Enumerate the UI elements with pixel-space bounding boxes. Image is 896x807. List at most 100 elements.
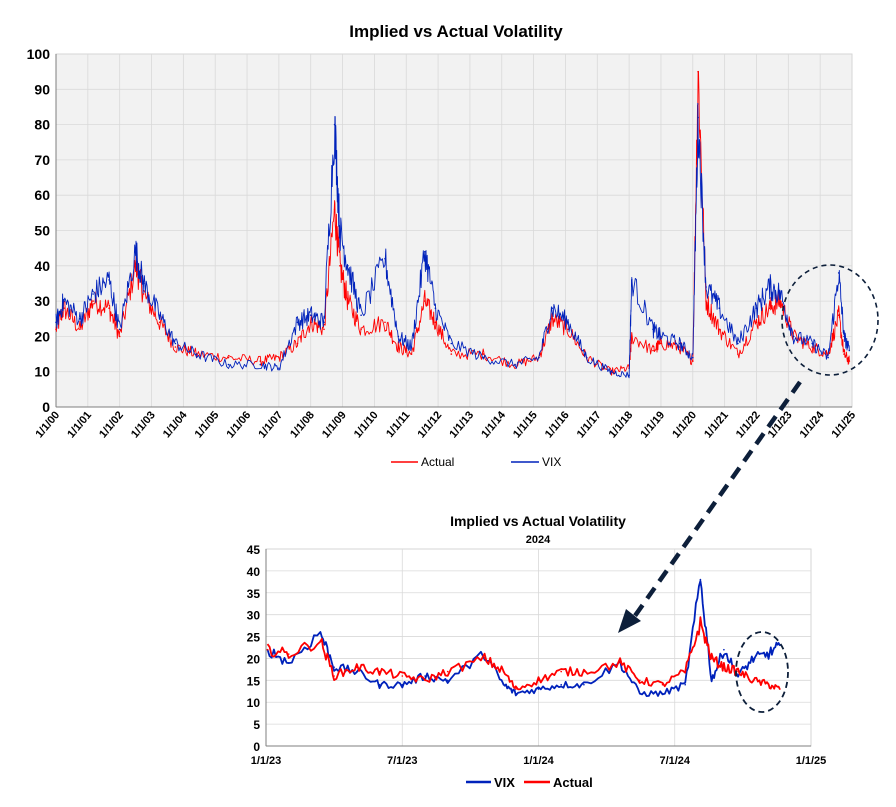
data-point-vix xyxy=(333,666,335,668)
data-point-actual xyxy=(118,335,121,338)
series-line-vix xyxy=(266,580,781,697)
legend-label-vix: VIX xyxy=(542,455,561,469)
x-tick-label: 1/1/19 xyxy=(638,409,667,440)
x-tick-label: 1/1/04 xyxy=(161,409,190,441)
data-point-actual xyxy=(661,683,664,686)
data-point-vix xyxy=(697,116,699,119)
data-point-actual xyxy=(450,353,453,355)
y-tick-label: 40 xyxy=(34,258,50,274)
data-point-vix xyxy=(678,342,681,345)
data-point-vix xyxy=(752,657,755,660)
data-point-vix xyxy=(410,346,413,348)
data-point-actual xyxy=(837,314,840,317)
data-point-vix xyxy=(118,328,121,331)
data-point-vix xyxy=(450,342,453,345)
data-point-actual xyxy=(619,662,621,664)
data-point-actual xyxy=(319,640,322,642)
x-tick-label: 7/1/24 xyxy=(659,755,690,767)
data-point-vix xyxy=(639,692,641,695)
x-tick-label: 1/1/24 xyxy=(798,409,827,441)
data-point-vix xyxy=(296,321,299,324)
data-point-vix xyxy=(92,293,94,295)
data-point-vix xyxy=(583,683,585,686)
zoom-legend-label-actual: Actual xyxy=(553,775,593,790)
y-tick-label: 100 xyxy=(27,46,51,62)
x-tick-label: 1/1/20 xyxy=(670,409,699,440)
data-point-actual xyxy=(710,657,713,660)
data-point-vix xyxy=(737,342,739,345)
data-point-actual xyxy=(843,353,845,355)
data-point-vix xyxy=(843,335,845,338)
data-point-vix xyxy=(779,293,782,295)
data-point-vix xyxy=(515,692,517,695)
data-point-vix xyxy=(737,675,739,677)
data-point-vix xyxy=(384,257,386,260)
data-point-vix xyxy=(551,307,553,310)
data-point-vix xyxy=(767,653,770,655)
data-point-vix xyxy=(755,307,758,310)
data-point-vix xyxy=(848,349,851,352)
data-point-actual xyxy=(397,346,400,348)
data-point-actual xyxy=(384,321,386,324)
x-tick-label: 1/1/17 xyxy=(575,409,604,440)
data-point-actual xyxy=(583,670,585,673)
data-point-vix xyxy=(609,370,612,373)
x-tick-label: 1/1/10 xyxy=(352,409,381,440)
data-point-actual xyxy=(779,688,781,690)
data-point-actual xyxy=(684,670,686,673)
y-tick-label: 45 xyxy=(247,543,261,557)
data-point-actual xyxy=(767,683,770,686)
x-axis: 1/1/00 1/1/01 1/1/02 1/1/03 1/1/04 1/1/05 1/1/… xyxy=(33,406,858,441)
data-point-actual xyxy=(401,675,404,677)
data-point-vix xyxy=(319,631,322,633)
data-point-vix xyxy=(378,683,381,686)
data-point-vix xyxy=(768,286,771,288)
y-tick-label: 25 xyxy=(247,631,261,645)
data-point-vix xyxy=(360,314,362,317)
zoom-series-group xyxy=(266,578,781,697)
y-tick-label: 70 xyxy=(34,152,50,168)
data-point-vix xyxy=(661,692,664,695)
data-point-actual xyxy=(652,349,654,352)
data-point-actual xyxy=(737,670,739,673)
zoom-arrow xyxy=(630,380,802,622)
x-tick-label: 1/1/16 xyxy=(543,409,572,440)
y-tick-label: 0 xyxy=(253,740,260,754)
y-tick-label: 80 xyxy=(34,117,50,133)
data-point-actual xyxy=(502,670,505,673)
data-point-vix xyxy=(158,314,161,317)
y-tick-label: 30 xyxy=(247,609,261,623)
data-point-actual xyxy=(259,360,262,362)
data-point-actual xyxy=(752,679,755,682)
data-point-actual xyxy=(227,356,230,359)
data-point-vix xyxy=(652,328,654,331)
data-point-vix xyxy=(333,123,336,126)
x-tick-label: 1/1/12 xyxy=(416,409,445,440)
data-point-actual xyxy=(631,335,633,338)
x-tick-label: 1/1/09 xyxy=(320,409,349,440)
data-point-vix xyxy=(397,335,400,338)
x-tick-label: 1/1/07 xyxy=(256,409,285,440)
data-point-vix xyxy=(134,250,137,253)
data-point-vix xyxy=(347,265,349,267)
data-point-actual xyxy=(309,321,312,324)
data-point-actual xyxy=(378,670,381,673)
y-tick-label: 5 xyxy=(253,718,260,732)
chart-zoom: Implied vs Actual Volatility 2024 0 5 10 15… xyxy=(247,513,827,790)
chart-title: Implied vs Actual Volatility xyxy=(349,22,563,41)
y-tick-label: 35 xyxy=(247,587,261,601)
data-point-vix xyxy=(195,353,198,355)
highlight-ellipse-main xyxy=(781,264,879,376)
data-point-vix xyxy=(537,688,540,690)
data-point-actual xyxy=(323,328,325,331)
data-point-actual xyxy=(660,342,662,345)
data-point-vix xyxy=(79,318,81,320)
data-point-vix xyxy=(710,679,713,682)
zoom-chart-subtitle: 2024 xyxy=(526,534,551,546)
data-point-vix xyxy=(63,300,65,302)
data-point-actual xyxy=(347,300,349,302)
data-point-vix xyxy=(446,679,449,682)
data-point-vix xyxy=(660,335,662,338)
data-point-actual xyxy=(755,321,758,324)
